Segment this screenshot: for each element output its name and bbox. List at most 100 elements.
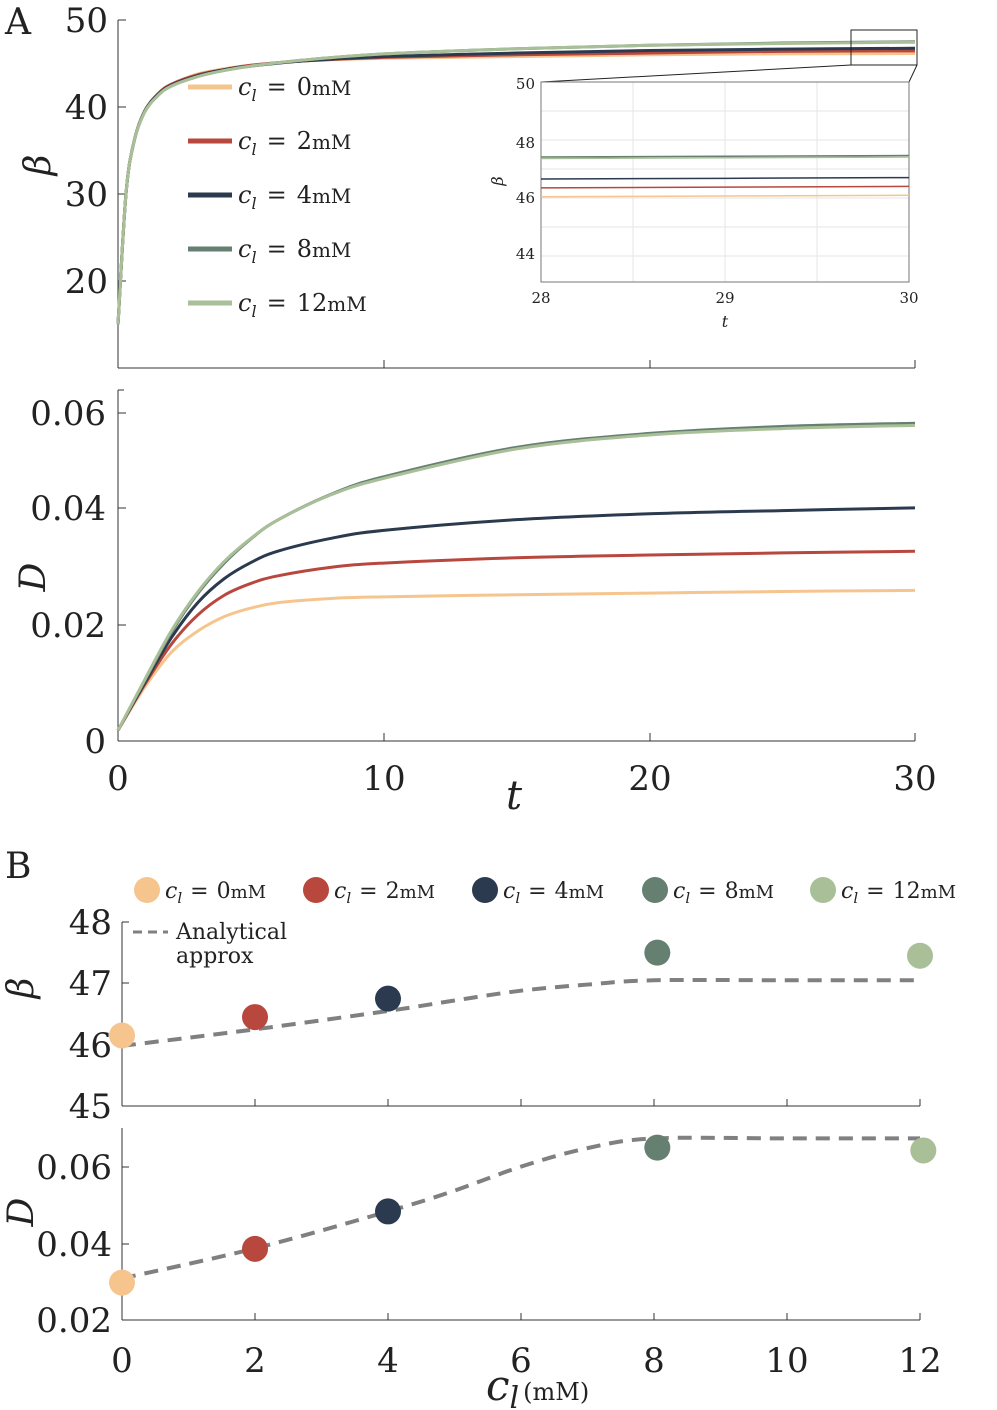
zoom-connector-left: [540, 64, 852, 83]
d-cl-xtick-label: 2: [244, 1341, 266, 1381]
beta-cl-ytick-label: 47: [69, 964, 112, 1004]
inset-series-group: [540, 154, 910, 198]
d-cl-ylabel: D: [1, 1197, 42, 1227]
inset-ytick-label: 48: [516, 134, 535, 152]
legend-a-item: cl = 0mM: [188, 73, 351, 105]
d-cl-xlabel: cl (mM): [486, 1361, 589, 1410]
d-cl-analytical-line: [121, 1135, 920, 1281]
legend-a-item: cl = 2mM: [188, 127, 351, 159]
legend-b-marker: [810, 877, 836, 903]
beta-t-ytick-label: 50: [65, 1, 108, 41]
inset-series-c8: [540, 154, 910, 158]
inset-xtick-label: 28: [531, 289, 550, 307]
d-t-xtick-label: 30: [893, 759, 936, 799]
beta-t-ytick-label: 30: [65, 175, 108, 215]
d-cl-point-c4: [375, 1198, 401, 1225]
beta-cl-ytick-label: 48: [69, 903, 112, 943]
legend-b-label: cl = 12mM: [841, 879, 956, 907]
legend-b-marker: [134, 877, 160, 903]
beta-cl-plot: 48 47 46 45 β: [1, 903, 933, 1127]
inset-ytick-label: 44: [516, 245, 535, 263]
d-t-series-c12: [116, 423, 916, 731]
legend-a-label: cl = 12mM: [238, 289, 367, 321]
beta-t-ytick-label: 40: [65, 88, 108, 128]
d-cl-ytick-label: 0.04: [36, 1225, 112, 1265]
inset-ylabel: β: [488, 176, 507, 186]
beta-cl-points-group: [109, 939, 933, 1049]
legend-b-marker: [303, 877, 329, 903]
legend-b-item: cl = 2mM: [303, 877, 435, 907]
d-cl-xtick-label: 8: [643, 1341, 665, 1381]
legend-b-item: cl = 8mM: [642, 877, 774, 907]
beta-cl-point-c8: [644, 939, 671, 966]
d-cl-point-c8: [644, 1134, 671, 1161]
legend-b-item: cl = 12mM: [810, 877, 956, 907]
d-t-ytick-label: 0.04: [30, 489, 106, 529]
inset-plot: 50 48 46 44 28 29 30 t β: [488, 75, 919, 331]
d-cl-xtick-label: 10: [765, 1341, 808, 1381]
d-cl-xtick-label: 6: [510, 1341, 532, 1381]
legend-a-item: cl = 8mM: [188, 235, 351, 267]
d-t-xtick-label: 20: [628, 759, 671, 799]
d-cl-point-c2: [242, 1235, 268, 1262]
beta-cl-point-c0: [109, 1022, 135, 1049]
d-t-ytick-label: 0.06: [30, 394, 106, 434]
legend-analytical-label-line2: approx: [176, 944, 254, 969]
legend-b-label: cl = 2mM: [334, 879, 435, 907]
legend-panel-a: cl = 0mM cl = 2mM cl = 4mM cl = 8mM cl = 12mM: [188, 73, 367, 321]
legend-b-marker: [472, 877, 498, 903]
d-t-series-c0: [116, 588, 916, 732]
d-cl-plot: 0.06 0.04 0.02 0 2 4 6 8 10 12 D cl (mM): [1, 1128, 942, 1410]
d-cl-ytick-label: 0.02: [36, 1301, 112, 1341]
d-t-ytick-label: 0.02: [30, 606, 106, 646]
beta-cl-point-c4: [375, 985, 401, 1012]
d-t-ylabel: D: [13, 562, 54, 592]
zoom-region-box: [850, 29, 918, 66]
d-t-series-group: [116, 421, 916, 732]
panel-label-a: A: [4, 2, 32, 43]
inset-xtick-label: 30: [899, 289, 918, 307]
legend-b-item: cl = 0mM: [134, 877, 266, 907]
inset-frame: [540, 81, 910, 283]
legend-panel-b: cl = 0mM cl = 2mM cl = 4mM cl = 8mM cl = 12mM Anal…: [133, 877, 956, 969]
legend-b-analytical-item: Analytical approx: [133, 920, 287, 969]
d-cl-ytick-label: 0.06: [36, 1148, 112, 1188]
d-cl-point-c0: [109, 1269, 135, 1296]
zoom-connector-right: [908, 64, 918, 83]
beta-t-series-c12: [116, 40, 916, 325]
beta-t-ytick-label: 20: [65, 262, 108, 302]
d-t-ytick-label: 0: [84, 722, 106, 762]
beta-t-series-group: [116, 40, 916, 325]
legend-b-item: cl = 4mM: [472, 877, 604, 907]
d-t-series-c2: [116, 549, 916, 732]
legend-a-label: cl = 2mM: [238, 127, 351, 159]
beta-cl-analytical-line: [121, 977, 920, 1048]
panel-label-b: B: [5, 846, 31, 887]
legend-b-marker: [642, 877, 668, 903]
beta-cl-ytick-label: 46: [69, 1026, 112, 1066]
beta-t-ylabel: β: [18, 155, 59, 178]
legend-b-label: cl = 0mM: [165, 879, 266, 907]
legend-a-item: cl = 4mM: [188, 181, 351, 213]
legend-analytical-label-line1: Analytical: [175, 920, 287, 945]
legend-a-label: cl = 0mM: [238, 73, 351, 105]
inset-ytick-label: 46: [516, 189, 535, 207]
d-cl-xtick-label: 4: [377, 1341, 399, 1381]
d-t-plot: 0.06 0.04 0.02 0 0 10 20 30 t D: [13, 389, 937, 819]
legend-a-item: cl = 12mM: [188, 289, 367, 321]
inset-series-c2: [540, 185, 910, 189]
inset-series-c12: [540, 156, 910, 160]
d-t-xtick-label: 0: [107, 759, 129, 799]
inset-series-c0: [540, 194, 910, 198]
beta-cl-ylabel: β: [1, 978, 42, 1001]
d-t-series-c8: [116, 421, 916, 731]
legend-a-label: cl = 8mM: [238, 235, 351, 267]
beta-cl-ytick-label: 45: [69, 1087, 112, 1127]
legend-a-label: cl = 4mM: [238, 181, 351, 213]
inset-series-c4: [540, 176, 910, 180]
d-t-xlabel: t: [506, 773, 523, 819]
beta-cl-point-c12: [907, 942, 933, 969]
inset-ytick-label: 50: [516, 75, 535, 93]
d-cl-point-c12: [910, 1137, 937, 1164]
